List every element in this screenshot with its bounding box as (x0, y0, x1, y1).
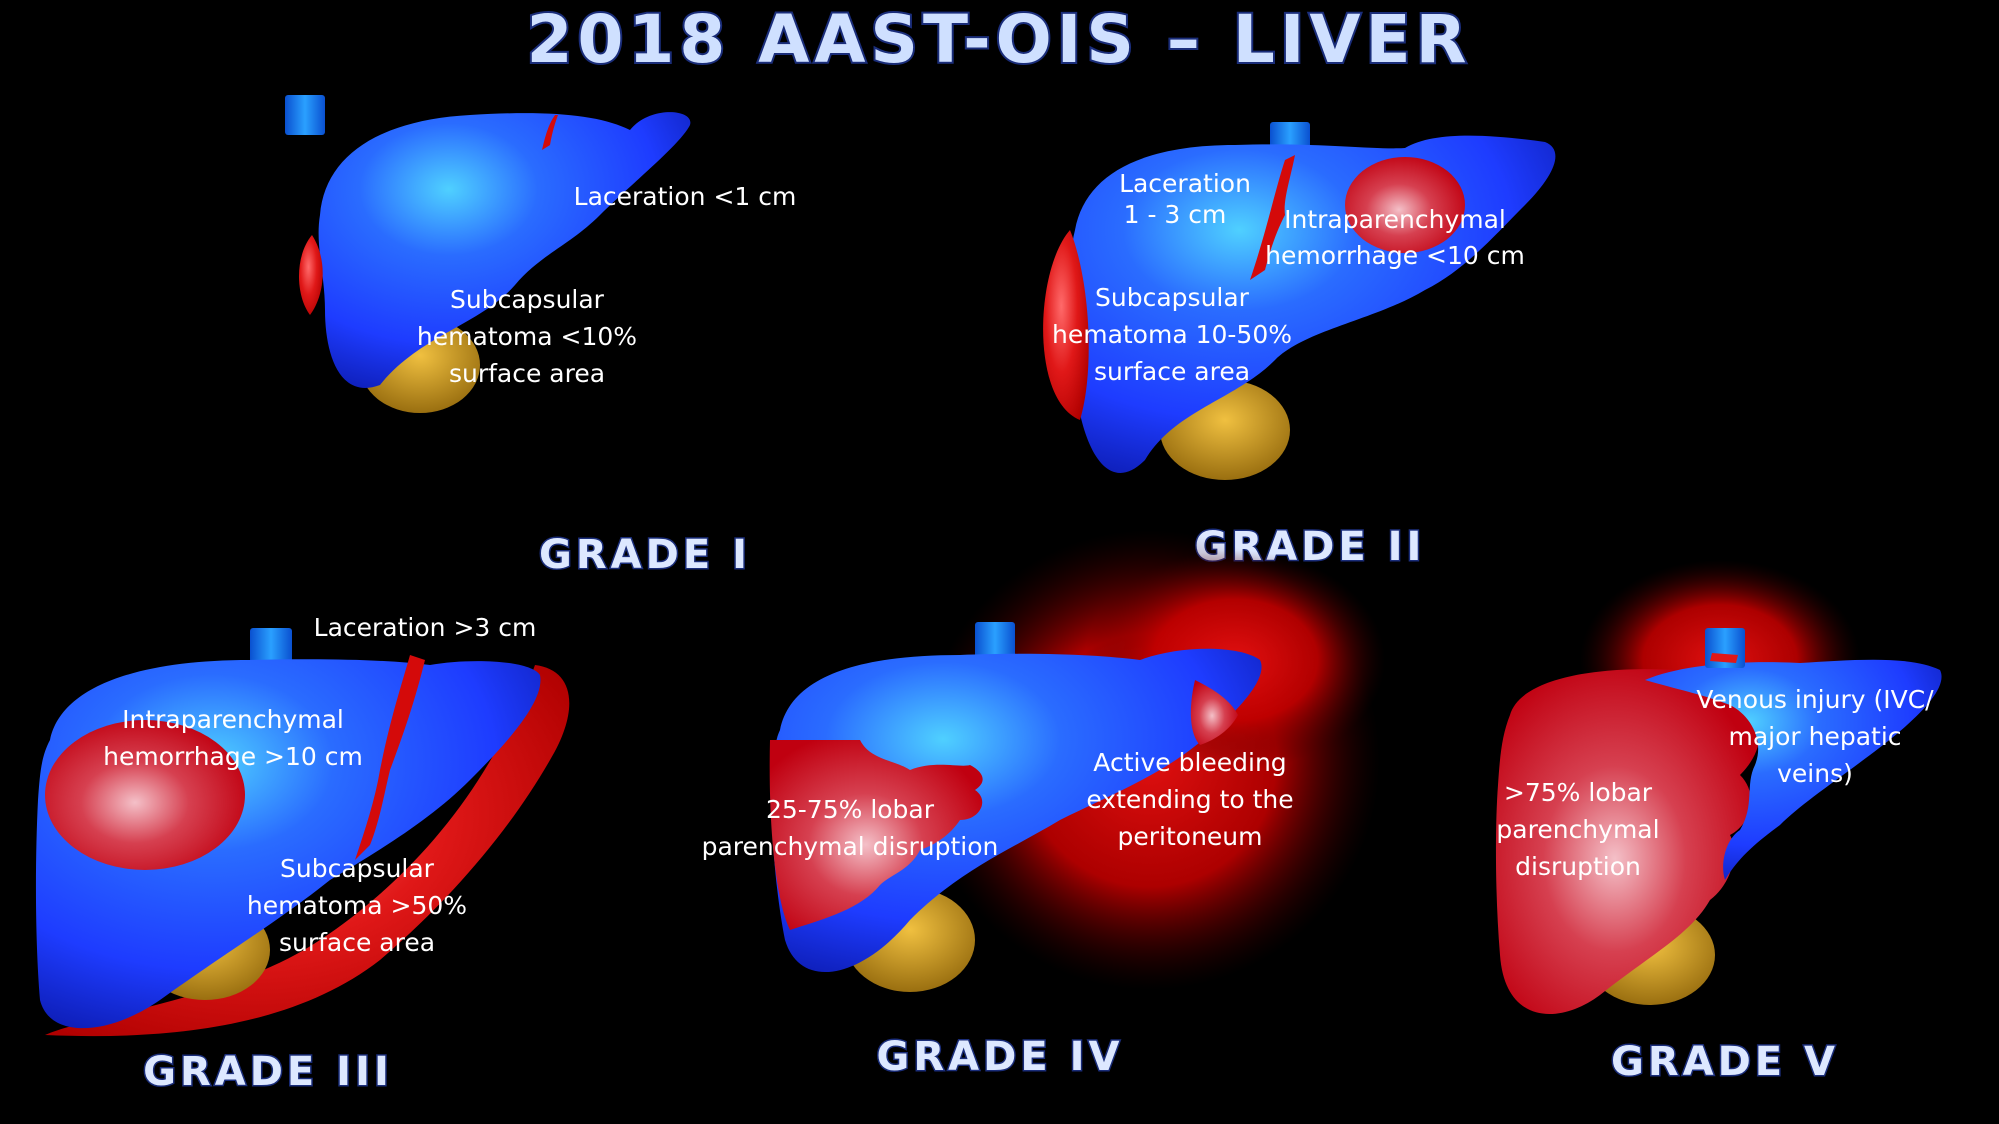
grade-1-liver (285, 95, 691, 413)
grade-1-panel: Laceration <1 cm Subcapsular hematoma <1… (285, 95, 797, 580)
grade-2-hematoma-label-1: Subcapsular (1095, 283, 1250, 312)
grade-2-intra-label-1: Intraparenchymal (1284, 205, 1506, 234)
subcapsular-hematoma (1043, 230, 1089, 420)
venous-injury-mark (1710, 653, 1738, 663)
laceration-mark (1250, 155, 1295, 280)
grade-3-laceration-label: Laceration >3 cm (314, 613, 537, 642)
grade-5-disruption-label-1: >75% lobar (1504, 778, 1653, 807)
capsule-tear (1190, 680, 1238, 745)
grade-3-intra-label-1: Intraparenchymal (122, 705, 344, 734)
grade-3-intra-label-2: hemorrhage >10 cm (103, 742, 363, 771)
grade-5-venous-label-3: veins) (1777, 759, 1853, 788)
grade-1-title: GRADE I (539, 532, 751, 578)
liver-lobe (771, 648, 1262, 973)
grade-2-laceration-label-1: Laceration (1119, 169, 1251, 198)
grade-2-liver (1043, 122, 1556, 480)
grade-4-bleeding-label-1: Active bleeding (1093, 748, 1286, 777)
grade-5-venous-label-2: major hepatic (1728, 722, 1901, 751)
lobar-disruption (769, 740, 983, 930)
grade-3-hematoma-label-3: surface area (279, 928, 435, 957)
grade-5-disruption-label-3: disruption (1515, 852, 1641, 881)
laceration-mark (355, 655, 425, 860)
grade-5-disruption-label-2: parenchymal (1496, 815, 1659, 844)
grade-4-title: GRADE IV (877, 1034, 1124, 1080)
grade-4-bleeding-label-3: peritoneum (1118, 822, 1263, 851)
grade-3-liver (35, 628, 570, 1037)
grade-2-laceration-label-2: 1 - 3 cm (1124, 200, 1227, 229)
liver-lobe (1645, 659, 1942, 880)
grade-5-liver (1495, 628, 1942, 1015)
grade-3-panel: Laceration >3 cm Intraparenchymal hemorr… (35, 613, 570, 1097)
grade-1-hematoma-label-3: surface area (449, 359, 605, 388)
grade-2-panel: Laceration 1 - 3 cm Intraparenchymal hem… (1043, 122, 1556, 572)
laceration-mark (542, 115, 558, 150)
ivc-vessel (285, 95, 325, 135)
intraparenchymal-hemorrhage (1345, 157, 1465, 253)
grade-1-hematoma-label-1: Subcapsular (450, 285, 605, 314)
grade-1-laceration-label: Laceration <1 cm (574, 182, 797, 211)
subcapsular-hematoma (45, 665, 570, 1037)
intraparenchymal-hemorrhage (45, 720, 245, 870)
grade-2-hematoma-label-3: surface area (1094, 357, 1250, 386)
subcapsular-hematoma (298, 235, 323, 315)
grade-3-hematoma-label-2: hematoma >50% (247, 891, 467, 920)
liver-lobe (318, 112, 691, 388)
grade-2-intra-label-2: hemorrhage <10 cm (1265, 241, 1525, 270)
diagram-title: 2018 AAST-OIS – LIVER (527, 1, 1472, 78)
grade-1-hematoma-label-2: hematoma <10% (417, 322, 637, 351)
grade-4-panel: 25-75% lobar parenchymal disruption Acti… (702, 530, 1385, 1082)
grade-3-hematoma-label-1: Subcapsular (280, 854, 435, 883)
grade-5-title: GRADE V (1611, 1039, 1839, 1085)
lobar-disruption (1495, 669, 1760, 1015)
grade-5-venous-label-1: Venous injury (IVC/ (1696, 685, 1934, 714)
grade-2-hematoma-label-2: hematoma 10-50% (1052, 320, 1292, 349)
grade-4-disruption-label-2: parenchymal disruption (702, 832, 999, 861)
grade-4-bleeding-label-2: extending to the (1086, 785, 1293, 814)
grade-4-disruption-label-1: 25-75% lobar (766, 795, 935, 824)
grade-5-panel: >75% lobar parenchymal disruption Venous… (1495, 560, 1942, 1087)
ivc-vessel (975, 622, 1015, 662)
grade-4-liver (769, 622, 1262, 992)
grade-3-title: GRADE III (143, 1049, 393, 1095)
